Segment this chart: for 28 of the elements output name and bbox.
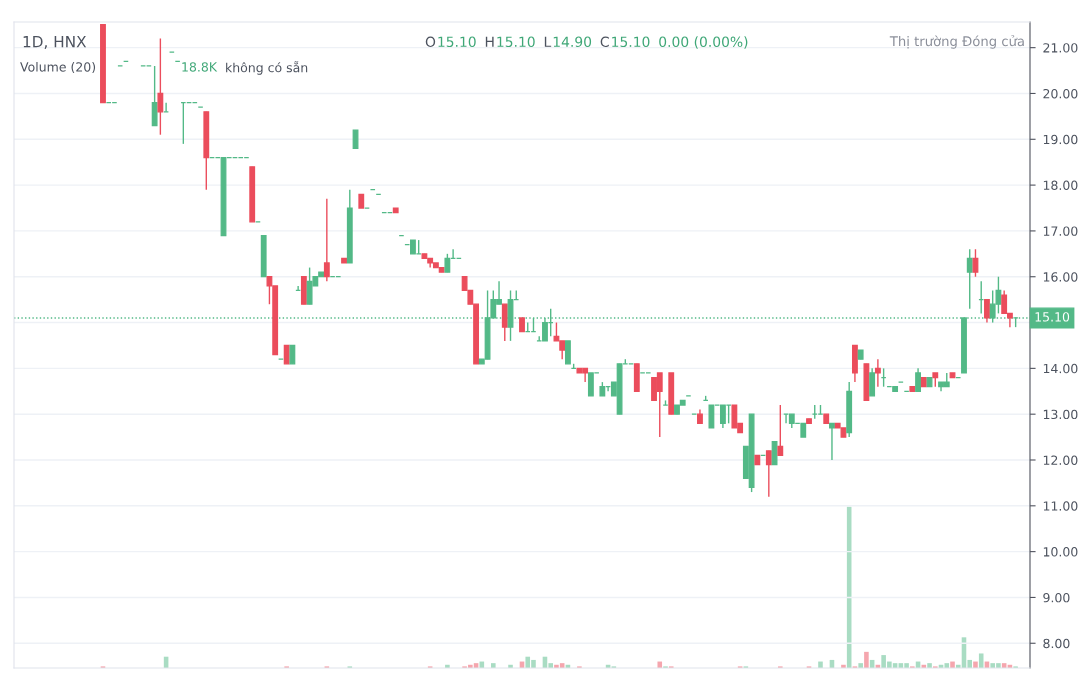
annotation: C [600,36,609,48]
annotation: L [544,36,552,47]
y-tick-label: 21.00 [1043,43,1078,53]
annotation: 15.10 [612,36,650,48]
y-tick-label: 8.00 [1043,638,1070,649]
y-tick-label: 9.00 [1043,592,1070,603]
annotation: 0.00 (0.00%) [659,36,748,49]
y-tick-label: 11.00 [1043,501,1078,511]
y-tick-label: 20.00 [1043,88,1078,99]
y-tick-label: 10.00 [1043,547,1078,557]
annotation: 15.10 [497,36,535,48]
y-tick-label: 13.00 [1043,409,1078,420]
y-tick-label: 18.00 [1043,180,1078,191]
annotation: Thị trường Đóng cửa [889,35,1024,49]
annotation: O [425,36,436,48]
annotation: 15.10 [438,36,476,48]
annotation: Volume (20) [20,61,96,74]
y-tick-label: 17.00 [1043,226,1078,236]
ref-line-label: 15.10 [1035,312,1070,322]
y-tick-label: 12.00 [1043,455,1078,465]
annotation: 14.90 [553,36,592,48]
annotation: không có sẵn [226,61,308,75]
y-tick-label: 14.00 [1043,363,1078,374]
text: 1D, HNX [23,36,87,49]
y-tick-label: 16.00 [1043,272,1078,282]
y-tick-label: 19.00 [1043,134,1078,145]
annotation: H [485,36,494,47]
annotation: 18.8K [182,62,218,72]
